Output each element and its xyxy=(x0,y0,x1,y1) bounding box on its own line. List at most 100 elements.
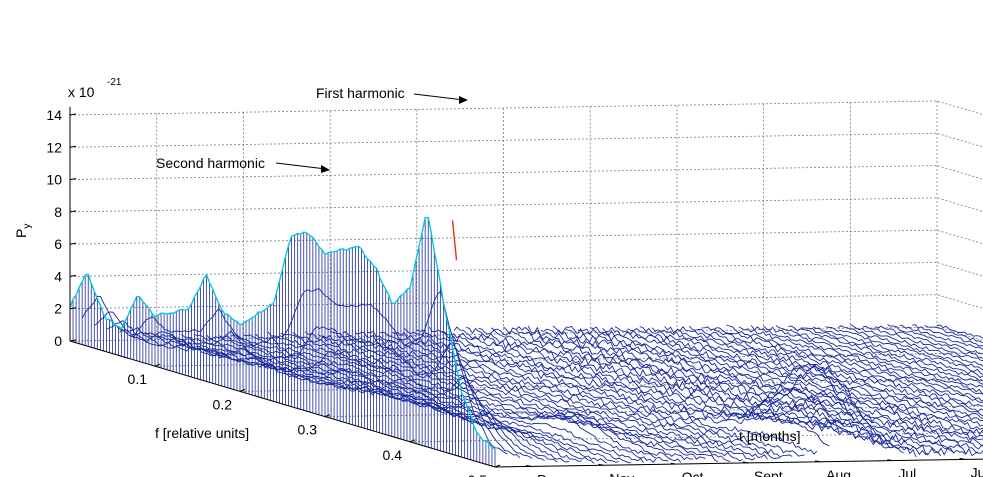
z-tick xyxy=(69,339,77,342)
z-tick-label: 10 xyxy=(46,172,62,188)
surface-row xyxy=(788,325,983,385)
peak-highlight xyxy=(451,220,458,261)
x-tick xyxy=(154,363,161,367)
y-axis-label: t [months] xyxy=(739,428,800,444)
grid-line xyxy=(69,132,983,148)
surface-row xyxy=(837,325,983,371)
arrowhead-second-harmonic xyxy=(321,165,330,173)
z-tick-label: 0 xyxy=(54,333,62,349)
surface-row xyxy=(168,333,595,464)
x-axis xyxy=(69,340,496,468)
y-tick-label: Dec xyxy=(537,471,562,477)
surface-row xyxy=(466,326,892,449)
z-tick xyxy=(69,210,77,213)
surface-row xyxy=(503,326,929,456)
surface-row xyxy=(750,325,983,395)
axes xyxy=(69,106,983,468)
annotation-first-harmonic: First harmonic xyxy=(316,85,405,101)
surface-row xyxy=(825,326,983,375)
grid-line xyxy=(69,100,983,116)
z-exponent-base: x 10 xyxy=(68,84,95,100)
surface-row xyxy=(527,325,954,456)
annotation-arrows xyxy=(275,93,468,173)
x-tick xyxy=(409,439,416,443)
z-exponent-power: -21 xyxy=(107,77,122,88)
z-tick-label: 4 xyxy=(54,268,62,284)
surface-row xyxy=(354,331,780,459)
surface-row xyxy=(651,327,983,427)
x-tick xyxy=(324,414,331,418)
surface-row xyxy=(874,325,983,360)
surface-row xyxy=(453,326,880,438)
surface-row xyxy=(590,326,983,447)
tick-labels: 0 2 4 6 8 10 12 14 0.1 0.2 0.3 0.4 0.5 Dec Nov Oct Sept A… xyxy=(46,107,983,477)
surface-row xyxy=(688,325,983,417)
surface-row xyxy=(193,334,620,463)
surface-ridge xyxy=(69,216,496,450)
grid-line xyxy=(69,326,983,342)
surface-row xyxy=(775,325,983,388)
z-tick-label: 2 xyxy=(54,301,62,317)
surface-row xyxy=(404,327,830,447)
z-tick xyxy=(69,274,77,277)
surface-row xyxy=(812,326,983,379)
z-tick-label: 12 xyxy=(46,139,62,155)
surface-row xyxy=(850,324,983,367)
surface-row xyxy=(391,331,818,455)
z-tick-label: 8 xyxy=(54,204,62,220)
x-tick-label: 0.4 xyxy=(383,447,403,463)
z-tick xyxy=(69,145,77,148)
y-tick-label: Sept xyxy=(754,468,783,477)
z-tick xyxy=(69,242,77,245)
surface-row xyxy=(738,326,983,402)
arrowhead-first-harmonic xyxy=(459,96,468,104)
x-tick xyxy=(494,464,501,468)
x-tick xyxy=(239,388,246,392)
surface-row xyxy=(441,330,867,421)
surface-row xyxy=(292,332,719,463)
grid-line xyxy=(239,379,983,392)
surface-row xyxy=(713,327,983,407)
surface-row xyxy=(255,333,682,463)
surface-row xyxy=(887,324,983,355)
z-tick-label: 14 xyxy=(46,107,62,123)
z-tick-label: 6 xyxy=(54,236,62,252)
surface-row xyxy=(552,325,979,457)
y-tick xyxy=(742,461,748,464)
surface-row xyxy=(540,328,966,455)
surface-row xyxy=(478,327,904,454)
y-tick-label: Jun xyxy=(971,464,983,477)
surface-row xyxy=(763,325,983,394)
y-tick xyxy=(670,462,676,465)
arrow-first-harmonic xyxy=(413,93,465,101)
surface-row xyxy=(899,324,983,350)
grid-line xyxy=(154,352,983,367)
surface-row xyxy=(490,327,917,458)
annotation-second-harmonic: Second harmonic xyxy=(156,155,265,171)
surface-mesh xyxy=(69,216,983,467)
surface-row xyxy=(94,311,521,459)
y-tick xyxy=(887,459,893,462)
surface-row xyxy=(280,332,706,460)
surface-row xyxy=(367,330,793,458)
z-tick xyxy=(69,113,77,116)
surface-row xyxy=(602,326,983,441)
surface-row xyxy=(144,332,570,463)
y-axis xyxy=(494,458,983,468)
x-tick-label: 0.3 xyxy=(298,422,318,438)
grid-line xyxy=(69,197,983,213)
surface-row xyxy=(701,326,983,413)
surface-row xyxy=(862,325,983,362)
surface-row xyxy=(639,326,983,430)
surface-row xyxy=(416,329,842,433)
grid-line xyxy=(69,165,983,180)
y-tick xyxy=(598,463,604,466)
surface-row xyxy=(614,326,983,439)
x-tick-label: 0.5 xyxy=(468,472,488,477)
surface-row xyxy=(676,326,983,420)
y-tick-label: Oct xyxy=(682,469,704,477)
grid-line xyxy=(69,229,983,245)
surface-row xyxy=(428,326,855,421)
surface-row xyxy=(664,326,983,422)
